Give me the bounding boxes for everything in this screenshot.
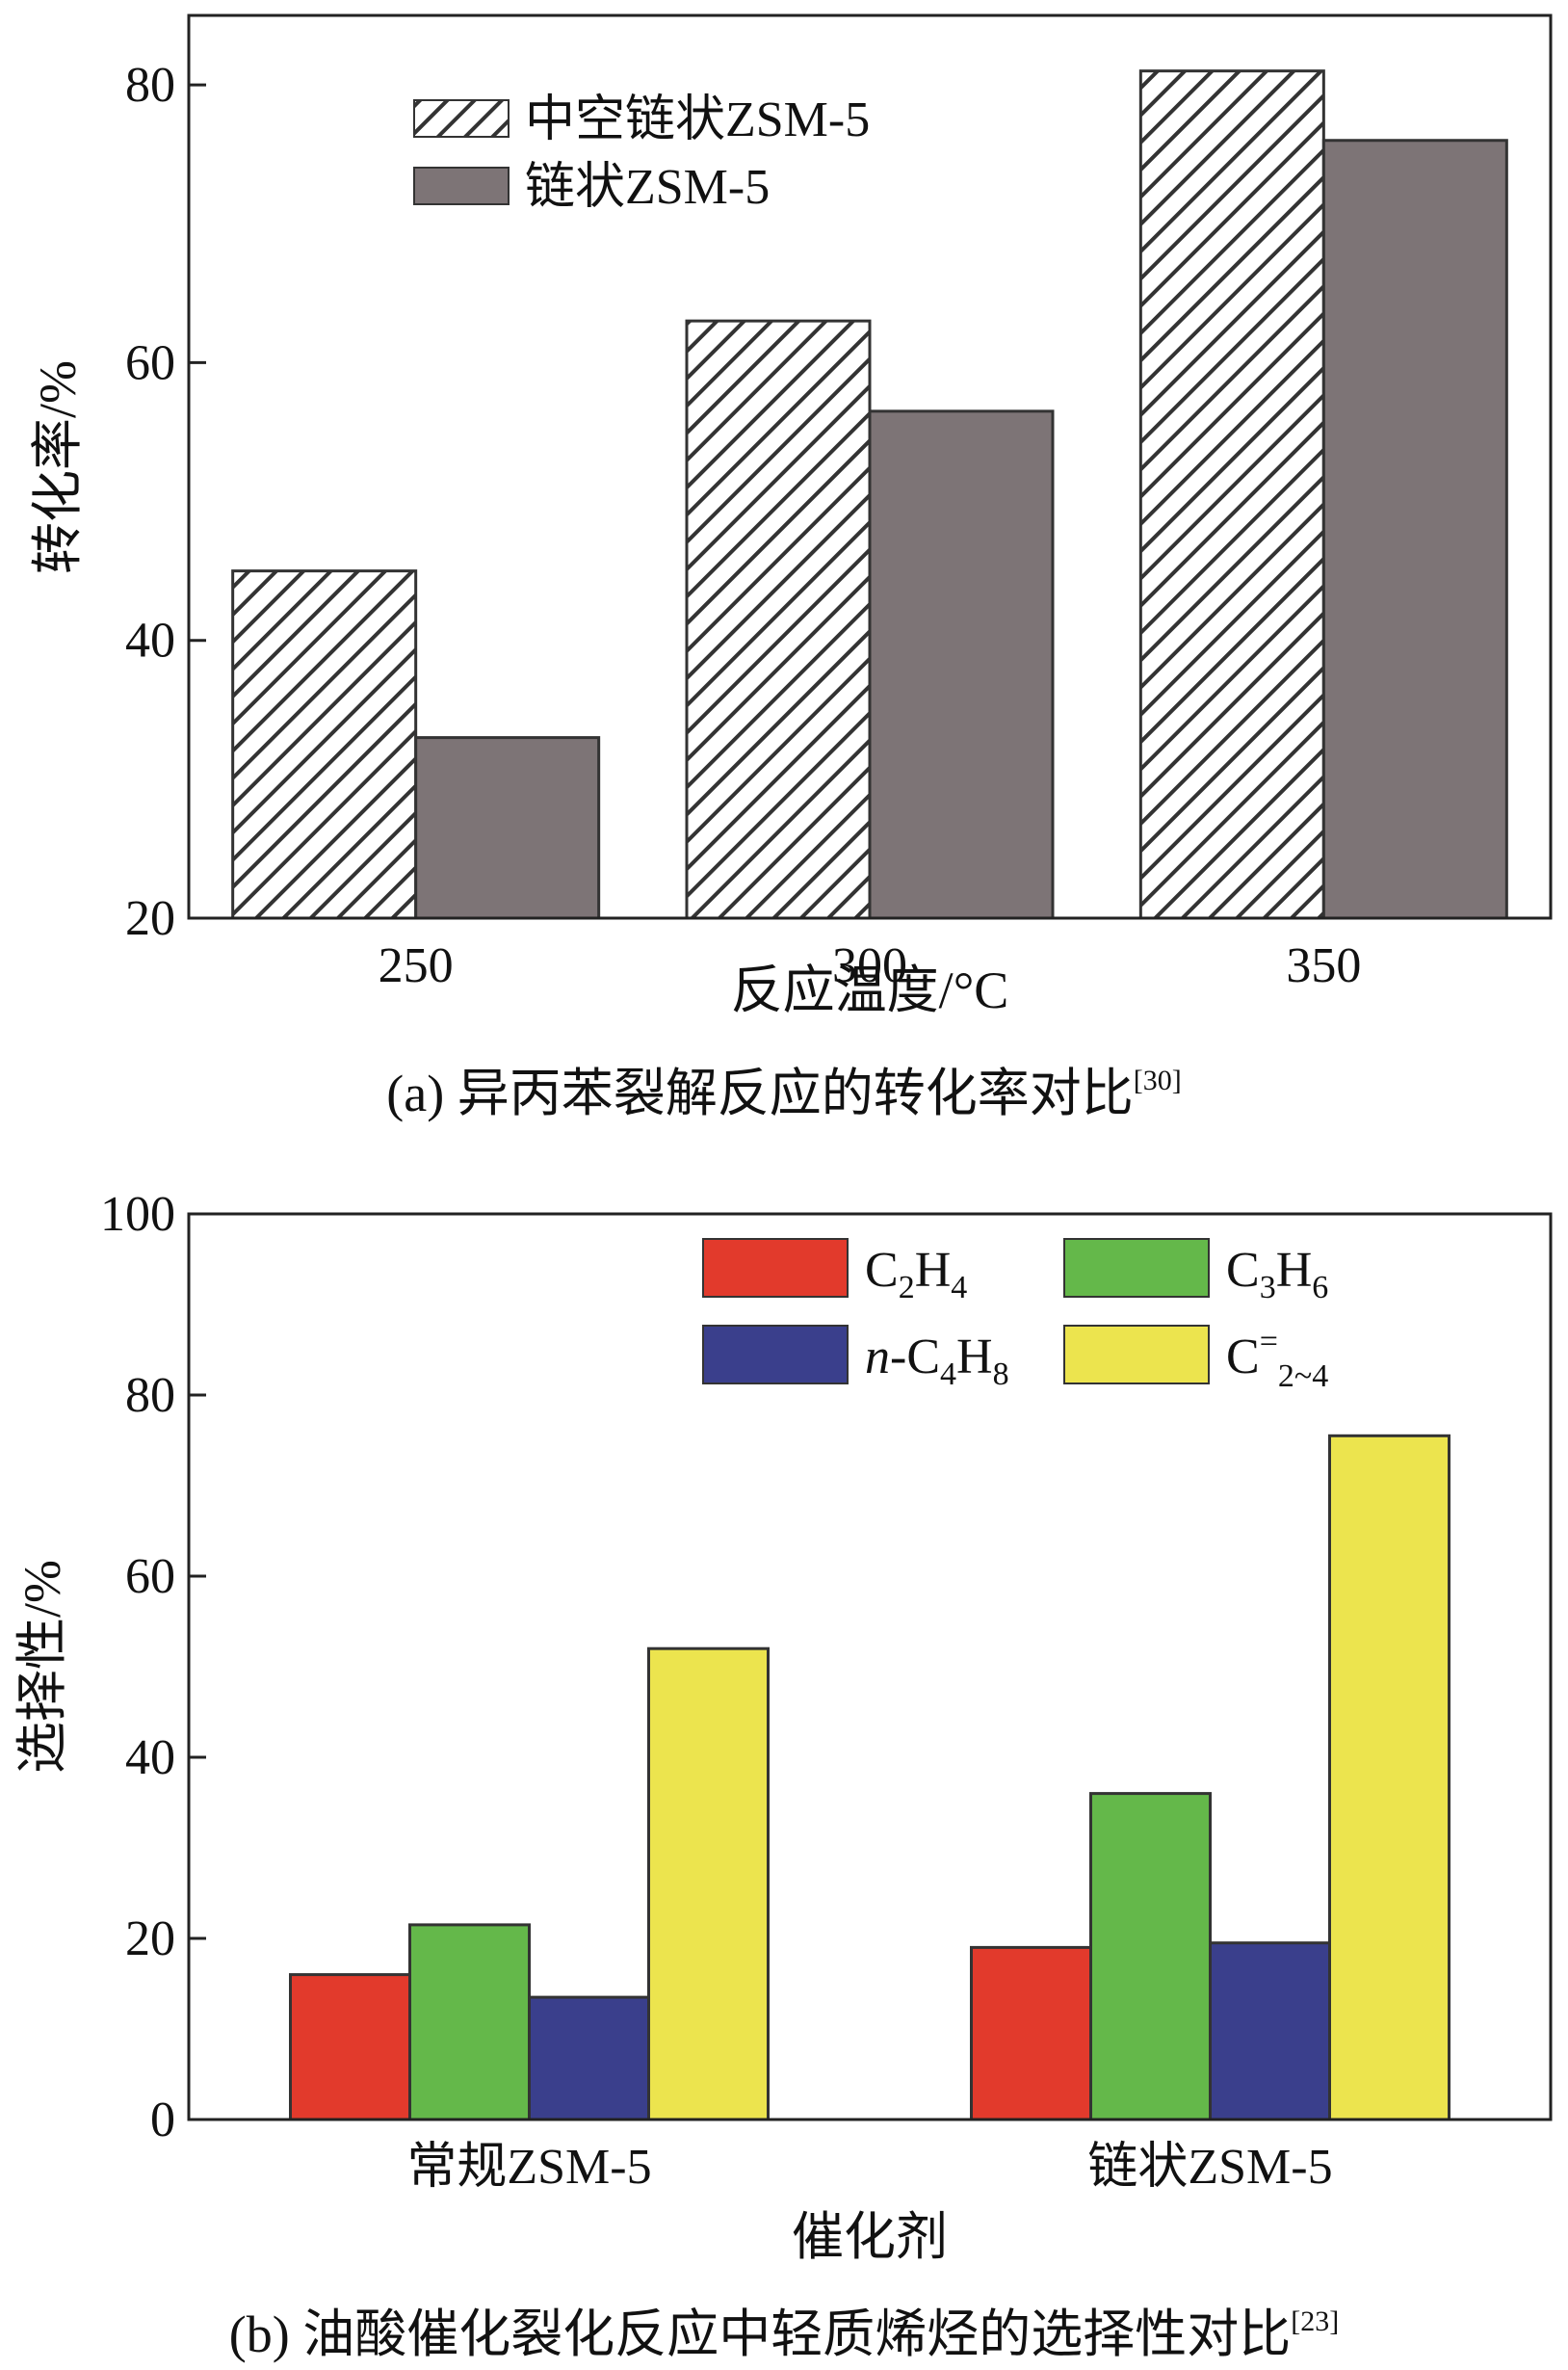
chart-a-ticks: 20 40 60 80 250 300 350 [125, 58, 1361, 993]
x-tick-label: 300 [832, 938, 907, 993]
legend-b-label-2: n-C4H8 [865, 1330, 1009, 1392]
legend-a-label-0: 中空链状ZSM-5 [525, 92, 870, 147]
legend-b-label-0: C2H4 [865, 1243, 967, 1305]
bar-a-s0-c1 [685, 319, 872, 920]
bar-a-s1-c2 [1321, 139, 1508, 920]
caption-b-ref: [23] [1291, 2305, 1340, 2337]
y-tick-label: 20 [125, 1911, 175, 1966]
caption-a-ref: [30] [1133, 1065, 1182, 1096]
bar-a-s1-c1 [868, 409, 1055, 920]
chart-a-legend: 中空链状ZSM-5 链状ZSM-5 [413, 92, 870, 215]
caption-b: (b) 油酸催化裂化反应中轻质烯烃的选择性对比[23] [0, 2291, 1568, 2367]
y-tick-label: 100 [100, 1187, 175, 1242]
legend-b-swatch-0 [702, 1238, 849, 1298]
caption-b-text: (b) 油酸催化裂化反应中轻质烯烃的选择性对比 [228, 2305, 1292, 2363]
bar-a-s0-c0 [231, 569, 418, 920]
chart-a-y-title: 转化率/% [29, 360, 87, 574]
y-tick-label: 0 [150, 2093, 175, 2147]
bar-b-s2-c0 [528, 1995, 650, 2121]
legend-b-swatch-1 [1063, 1238, 1210, 1298]
y-tick-label: 80 [125, 58, 175, 113]
y-tick-label: 40 [125, 1730, 175, 1785]
x-tick-label: 常规ZSM-5 [406, 2140, 651, 2195]
chart-a-x-title: 反应温度/°C [731, 961, 1009, 1019]
legend-b-label-1: C3H6 [1226, 1243, 1328, 1305]
legend-a-label-1: 链状ZSM-5 [525, 160, 770, 215]
chart-b-bars [289, 1434, 1450, 2121]
chart-a-bars [231, 69, 1508, 920]
legend-b-swatch-3 [1063, 1325, 1210, 1384]
chart-a: 20 40 60 80 250 300 350 中空链状ZSM-5 链状ZSM-5 反应温度… [29, 13, 1553, 1019]
y-tick-label: 20 [125, 891, 175, 946]
y-tick-label: 40 [125, 614, 175, 669]
bar-a-s1-c0 [414, 736, 601, 920]
chart-b-x-title: 催化剂 [792, 2208, 948, 2266]
bar-b-s3-c0 [647, 1646, 770, 2121]
x-tick-label: 350 [1286, 938, 1361, 993]
y-tick-label: 60 [125, 1549, 175, 1604]
chart-b-ticks: 0 20 40 60 80 100 常规ZSM-5 链状ZSM-5 [100, 1187, 1333, 2195]
bar-a-s0-c2 [1138, 69, 1325, 920]
chart-b-y-title: 选择性/% [13, 1560, 71, 1774]
bar-b-s2-c1 [1209, 1941, 1331, 2121]
caption-a: (a) 异丙苯裂解反应的转化率对比[30] [0, 1050, 1568, 1126]
legend-b-label-3: C=2~4 [1226, 1324, 1328, 1394]
x-tick-label: 250 [379, 938, 454, 993]
y-tick-label: 80 [125, 1368, 175, 1423]
bar-b-s3-c1 [1328, 1434, 1450, 2121]
legend-a-swatch-1 [413, 167, 510, 205]
bar-b-s1-c1 [1089, 1792, 1212, 2121]
legend-b-swatch-2 [702, 1325, 849, 1384]
chart-b: 0 20 40 60 80 100 常规ZSM-5 链状ZSM-5 C2H4 C3H6 n-C… [13, 1187, 1553, 2266]
legend-a-swatch-0 [413, 99, 510, 138]
bar-b-s0-c0 [289, 1973, 411, 2121]
chart-b-frame [187, 1212, 1553, 2121]
chart-a-frame [187, 13, 1553, 920]
bar-b-s0-c1 [970, 1945, 1092, 2121]
x-tick-label: 链状ZSM-5 [1087, 2140, 1332, 2195]
bar-b-s1-c0 [408, 1923, 531, 2121]
y-tick-label: 60 [125, 335, 175, 390]
caption-a-text: (a) 异丙苯裂解反应的转化率对比 [386, 1065, 1134, 1122]
chart-b-legend: C2H4 C3H6 n-C4H8 C=2~4 [702, 1238, 1328, 1394]
